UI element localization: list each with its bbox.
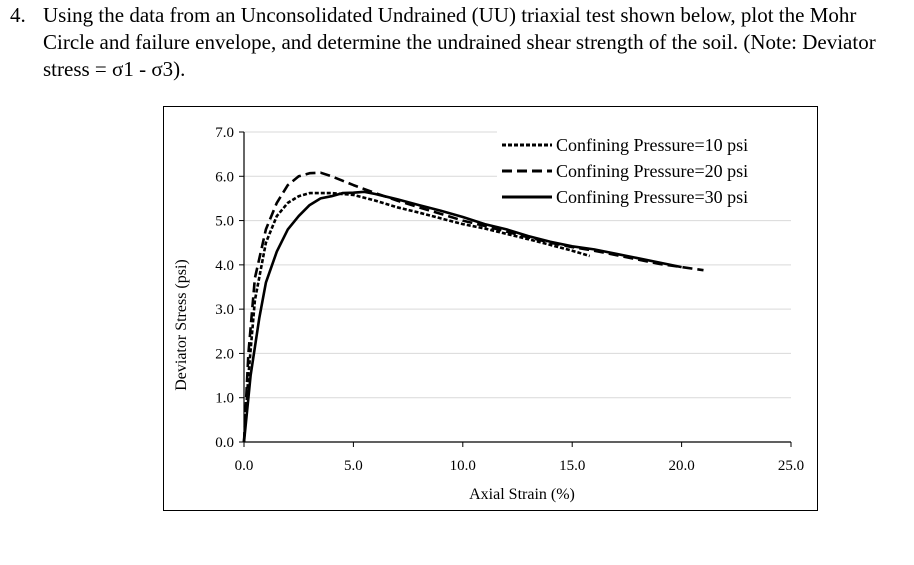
y-tick-label: 0.0 <box>215 435 234 451</box>
x-tick-label: 20.0 <box>668 458 694 474</box>
y-axis-title: Deviator Stress (psi) <box>173 259 190 391</box>
y-tick-labels: 0.0 1.0 2.0 3.0 4.0 5.0 6.0 7.0 <box>215 125 234 451</box>
legend-label-3: Confining Pressure=30 psi <box>556 187 748 207</box>
legend: Confining Pressure=10 psi Confining Press… <box>497 129 791 209</box>
x-tick-labels: 0.0 5.0 10.0 15.0 20.0 25.0 <box>235 458 805 474</box>
y-tick-label: 4.0 <box>215 258 234 274</box>
series-lines <box>242 171 704 443</box>
y-tick-label: 7.0 <box>215 125 234 141</box>
y-tick-label: 6.0 <box>215 169 234 185</box>
legend-label-1: Confining Pressure=10 psi <box>556 135 748 155</box>
x-tick-label: 10.0 <box>450 458 476 474</box>
series-line-2 <box>242 171 704 443</box>
series-line-3 <box>242 190 682 443</box>
x-tick-label: 0.0 <box>235 458 254 474</box>
legend-label-2: Confining Pressure=20 psi <box>556 161 748 181</box>
x-tick-label: 25.0 <box>778 458 804 474</box>
x-tick-label: 5.0 <box>344 458 363 474</box>
x-axis-title: Axial Strain (%) <box>469 486 575 503</box>
chart-frame: 0.0 1.0 2.0 3.0 4.0 5.0 6.0 7.0 0.0 5.0 10.0 15.0 2… <box>163 106 818 511</box>
question-number: 4. <box>10 3 26 27</box>
stress-strain-chart: 0.0 1.0 2.0 3.0 4.0 5.0 6.0 7.0 0.0 5.0 10.0 15.0 2… <box>173 125 805 503</box>
x-tick-label: 15.0 <box>559 458 585 474</box>
y-tick-label: 1.0 <box>215 391 234 407</box>
y-tick-label: 5.0 <box>215 214 234 230</box>
y-tick-label: 2.0 <box>215 346 234 362</box>
axes <box>239 131 792 447</box>
question-text: Using the data from an Unconsolidated Un… <box>43 3 876 81</box>
series-line-1 <box>242 191 591 443</box>
y-tick-label: 3.0 <box>215 302 234 318</box>
